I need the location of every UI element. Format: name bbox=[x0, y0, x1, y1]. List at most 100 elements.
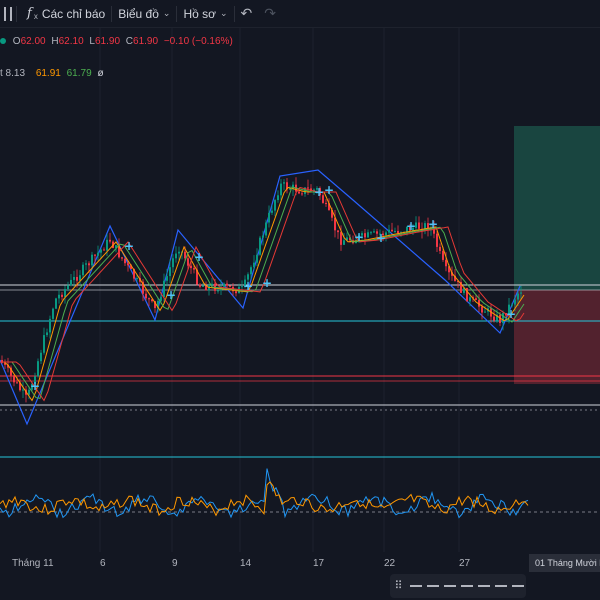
candle-body bbox=[4, 362, 6, 365]
candle-body bbox=[13, 375, 15, 383]
x-axis-label: 22 bbox=[384, 558, 396, 569]
toolbar-divider bbox=[176, 5, 178, 22]
candle-body bbox=[130, 265, 132, 270]
candle-body bbox=[478, 299, 480, 307]
candle-body bbox=[316, 188, 318, 190]
candle-body bbox=[133, 269, 135, 279]
candle-body bbox=[358, 235, 360, 241]
candle-body bbox=[298, 191, 300, 194]
candle-body bbox=[343, 240, 345, 245]
close-value: 61.90 bbox=[133, 36, 159, 47]
horizontal-ray-tool-icon[interactable] bbox=[426, 579, 440, 593]
candle-body bbox=[469, 297, 471, 302]
layout-grid-button[interactable] bbox=[0, 1, 16, 27]
candle-body bbox=[172, 258, 174, 268]
profile-menu-button[interactable]: Hồ sơ ⌄ bbox=[177, 1, 233, 27]
candle-body bbox=[52, 308, 54, 319]
signal-marker: + bbox=[166, 288, 176, 302]
toolbar-divider bbox=[233, 5, 235, 22]
candle-body bbox=[157, 300, 159, 309]
candle-body bbox=[394, 230, 396, 232]
grid-icon bbox=[4, 6, 12, 21]
indicator-value-1: 61.91 bbox=[35, 68, 61, 79]
candle-body bbox=[493, 316, 495, 321]
candle-body bbox=[43, 335, 45, 353]
candle-body bbox=[448, 266, 450, 273]
candle-body bbox=[190, 265, 192, 269]
candle-body bbox=[127, 263, 129, 266]
candle-body bbox=[37, 361, 39, 377]
candle-body bbox=[367, 232, 369, 238]
range-tool-icon[interactable] bbox=[511, 579, 525, 593]
candle-body bbox=[196, 269, 198, 285]
candle-body bbox=[388, 229, 390, 233]
candle-body bbox=[94, 254, 96, 256]
target-zone bbox=[514, 126, 600, 290]
candle-body bbox=[286, 182, 288, 190]
vertical-lines-tool-icon[interactable] bbox=[477, 579, 491, 593]
x-axis-label-month: Tháng 11 bbox=[12, 558, 54, 569]
chevron-down-icon: ⌄ bbox=[219, 8, 228, 18]
candle-body bbox=[397, 230, 399, 234]
signal-marker: + bbox=[30, 379, 40, 393]
x-axis-label: 17 bbox=[313, 558, 325, 569]
high-value: 62.10 bbox=[58, 36, 84, 47]
candle-body bbox=[466, 287, 468, 302]
candle-body bbox=[385, 232, 387, 236]
zigzag-trendline bbox=[0, 169, 521, 426]
candle-body bbox=[16, 382, 18, 384]
candle-body bbox=[235, 291, 237, 294]
signal-marker: + bbox=[314, 185, 324, 199]
indicator-legend: t 8.13 61.91 61.79 ø bbox=[0, 68, 104, 79]
horizontal-line-tool-icon[interactable] bbox=[409, 579, 423, 593]
candle-body bbox=[148, 298, 150, 300]
drag-handle-icon[interactable]: ⠿ bbox=[394, 580, 403, 592]
moving-average-slow bbox=[0, 186, 525, 402]
x-axis-label: 27 bbox=[459, 558, 471, 569]
candle-body bbox=[226, 283, 228, 286]
candle-body bbox=[28, 389, 30, 395]
candle-body bbox=[199, 284, 201, 287]
x-axis-label: 6 bbox=[100, 558, 106, 569]
candle-body bbox=[10, 367, 12, 376]
candle-body bbox=[514, 299, 516, 305]
candle-body bbox=[427, 223, 429, 230]
candle-body bbox=[1, 360, 3, 363]
change-value: −0.10 (−0.16%) bbox=[163, 36, 233, 47]
candle-body bbox=[391, 229, 393, 232]
candle-body bbox=[259, 237, 261, 255]
redo-icon[interactable]: ↷ bbox=[264, 5, 276, 21]
candle-body bbox=[136, 278, 138, 280]
candle-body bbox=[508, 304, 510, 316]
candle-body bbox=[313, 189, 315, 192]
candle-body bbox=[46, 332, 48, 336]
chart-menu-button[interactable]: Biểu đồ ⌄ bbox=[112, 1, 176, 27]
candle-body bbox=[97, 252, 99, 256]
candle-body bbox=[121, 257, 123, 259]
candle-body bbox=[187, 258, 189, 266]
candle-body bbox=[499, 314, 501, 323]
candle-body bbox=[34, 376, 36, 384]
candle-body bbox=[70, 279, 72, 286]
parallel-lines-tool-icon[interactable] bbox=[494, 579, 508, 593]
candle-body bbox=[73, 276, 75, 280]
candle-body bbox=[301, 193, 303, 195]
undo-icon[interactable]: ↶ bbox=[240, 5, 253, 21]
candle-body bbox=[106, 239, 108, 251]
candle-body bbox=[283, 182, 285, 184]
trend-line-tool-icon[interactable] bbox=[443, 579, 457, 593]
candle-body bbox=[439, 246, 441, 251]
x-axis-label: 9 bbox=[172, 558, 178, 569]
candle-body bbox=[247, 274, 249, 280]
signal-marker: + bbox=[124, 239, 134, 253]
indicator-value-2: 61.79 bbox=[66, 68, 92, 79]
path-tool-icon[interactable] bbox=[460, 579, 474, 593]
candle-body bbox=[376, 231, 378, 234]
candle-body bbox=[331, 210, 333, 218]
candle-body bbox=[160, 297, 162, 301]
candle-body bbox=[100, 249, 102, 253]
candle-body bbox=[433, 227, 435, 234]
candle-body bbox=[58, 294, 60, 299]
